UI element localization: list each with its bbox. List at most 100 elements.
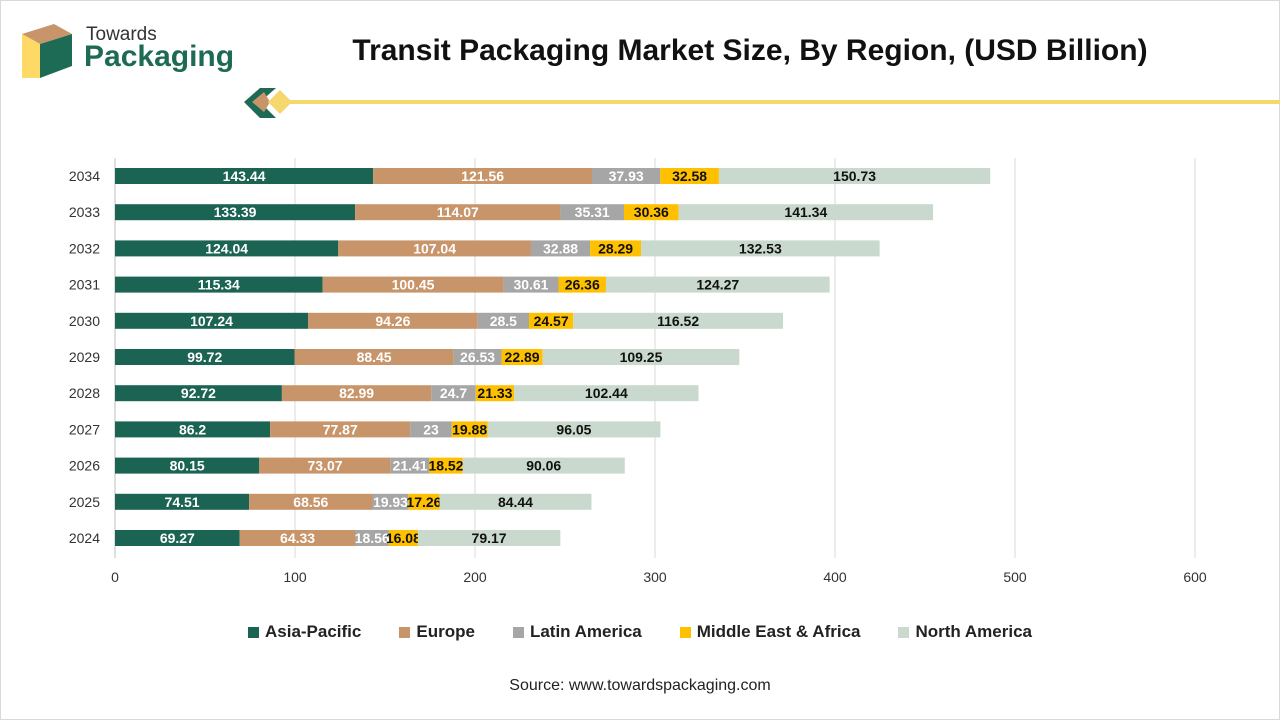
data-label-europe: 68.56 bbox=[293, 494, 328, 510]
bar-segment-europe bbox=[338, 240, 531, 257]
bar-segment-latin-america bbox=[410, 421, 452, 438]
bar-segment-asia-pacific bbox=[115, 349, 295, 365]
x-tick-label: 400 bbox=[823, 569, 847, 585]
bar-segment-latin-america bbox=[592, 168, 661, 184]
data-label-north-america: 132.53 bbox=[739, 240, 782, 256]
data-label-middle-east-africa: 24.57 bbox=[534, 313, 569, 329]
data-label-latin-america: 24.7 bbox=[440, 385, 467, 401]
data-label-middle-east-africa: 18.52 bbox=[428, 458, 463, 474]
data-label-north-america: 124.27 bbox=[696, 277, 739, 293]
legend-item-asia-pacific: Asia-Pacific bbox=[247, 622, 362, 642]
y-tick-label: 2026 bbox=[69, 458, 100, 474]
legend-swatch bbox=[898, 626, 910, 638]
data-label-middle-east-africa: 17.26 bbox=[406, 494, 441, 510]
data-label-europe: 82.99 bbox=[339, 385, 374, 401]
legend-swatch bbox=[512, 626, 524, 638]
brand-logo bbox=[18, 22, 238, 82]
data-label-asia-pacific: 143.44 bbox=[223, 168, 266, 184]
data-label-latin-america: 23 bbox=[423, 421, 439, 437]
legend-label: Middle East & Africa bbox=[696, 622, 861, 641]
data-label-latin-america: 32.88 bbox=[543, 240, 578, 256]
data-label-north-america: 84.44 bbox=[498, 494, 533, 510]
data-label-latin-america: 21.41 bbox=[393, 458, 428, 474]
bar-segment-latin-america bbox=[477, 312, 529, 329]
bar-segment-latin-america bbox=[431, 385, 476, 402]
bar-segment-north-america bbox=[718, 168, 991, 184]
bar-segment-middle-east-africa bbox=[590, 240, 642, 257]
y-tick-label: 2030 bbox=[69, 313, 100, 329]
bar-segment-north-america bbox=[573, 312, 783, 329]
source-text: Source: www.towardspackaging.com bbox=[509, 677, 771, 694]
legend-item-europe: Europe bbox=[399, 622, 475, 642]
bar-segment-europe bbox=[281, 385, 432, 402]
bar-segment-europe bbox=[259, 457, 391, 474]
data-label-asia-pacific: 133.39 bbox=[214, 204, 257, 220]
bar-segment-asia-pacific bbox=[115, 312, 309, 329]
legend-item-north-america: North America bbox=[898, 622, 1032, 642]
bar-segment-north-america bbox=[462, 457, 625, 474]
chart-legend: Asia-Pacific Europe Latin America Middle Ea… bbox=[0, 622, 1280, 642]
data-label-north-america: 102.44 bbox=[585, 385, 628, 401]
box-logo-icon bbox=[22, 24, 72, 78]
data-label-europe: 107.04 bbox=[413, 240, 456, 256]
data-label-north-america: 150.73 bbox=[833, 168, 876, 184]
y-tick-label: 2029 bbox=[69, 349, 100, 365]
bar-segment-europe bbox=[294, 349, 454, 365]
data-label-latin-america: 28.5 bbox=[490, 313, 517, 329]
x-tick-label: 600 bbox=[1183, 569, 1207, 585]
data-label-europe: 64.33 bbox=[280, 530, 315, 546]
bar-segment-north-america bbox=[678, 204, 934, 221]
x-tick-label: 300 bbox=[643, 569, 667, 585]
bar-segment-north-america bbox=[605, 276, 830, 293]
brand-name-line2: Packaging bbox=[84, 40, 235, 73]
y-tick-label: 2028 bbox=[69, 385, 100, 401]
bar-segment-north-america bbox=[439, 493, 592, 510]
data-label-europe: 114.07 bbox=[437, 204, 479, 220]
legend-swatch bbox=[247, 626, 259, 638]
data-label-asia-pacific: 86.2 bbox=[179, 421, 206, 437]
data-label-europe: 73.07 bbox=[308, 458, 343, 474]
data-label-europe: 121.56 bbox=[461, 168, 504, 184]
data-label-asia-pacific: 124.04 bbox=[205, 240, 248, 256]
data-label-europe: 77.87 bbox=[323, 421, 358, 437]
bar-segment-middle-east-africa bbox=[429, 457, 463, 474]
bar-segment-europe bbox=[249, 493, 373, 510]
bar-segment-latin-america bbox=[560, 204, 624, 221]
y-tick-label: 2033 bbox=[69, 204, 100, 220]
data-label-latin-america: 30.61 bbox=[513, 277, 548, 293]
x-tick-label: 0 bbox=[111, 569, 119, 585]
data-label-middle-east-africa: 32.58 bbox=[672, 168, 707, 184]
x-tick-label: 200 bbox=[463, 569, 487, 585]
chart-title: Transit Packaging Market Size, By Region… bbox=[352, 34, 1148, 67]
legend-label: North America bbox=[915, 622, 1032, 641]
bar-segment-middle-east-africa bbox=[623, 204, 679, 221]
data-label-latin-america: 18.56 bbox=[355, 530, 390, 546]
bar-segment-north-america bbox=[417, 530, 561, 546]
bar-segment-europe bbox=[355, 204, 561, 221]
bar-segment-asia-pacific bbox=[115, 204, 356, 221]
data-label-middle-east-africa: 26.36 bbox=[565, 277, 600, 293]
bar-segment-europe bbox=[308, 312, 478, 329]
data-label-north-america: 141.34 bbox=[784, 204, 827, 220]
bar-segment-middle-east-africa bbox=[529, 312, 574, 329]
bar-segment-middle-east-africa bbox=[388, 530, 418, 546]
legend-label: Latin America bbox=[529, 622, 642, 641]
data-label-europe: 94.26 bbox=[375, 313, 410, 329]
bar-segment-asia-pacific bbox=[115, 240, 339, 257]
x-tick-label: 100 bbox=[283, 569, 307, 585]
y-tick-label: 2024 bbox=[69, 530, 100, 546]
bar-segment-asia-pacific bbox=[115, 168, 374, 184]
bar-segment-north-america bbox=[487, 421, 661, 438]
bar-segment-asia-pacific bbox=[115, 385, 282, 402]
bar-segment-north-america bbox=[542, 349, 740, 365]
legend-label: Asia-Pacific bbox=[264, 622, 362, 641]
x-tick-label: 500 bbox=[1003, 569, 1027, 585]
data-label-latin-america: 26.53 bbox=[460, 349, 495, 365]
bar-segment-asia-pacific bbox=[115, 421, 271, 438]
bar-segment-latin-america bbox=[355, 530, 389, 546]
legend-item-middle-east-africa: Middle East & Africa bbox=[679, 622, 861, 642]
data-label-middle-east-africa: 30.36 bbox=[634, 204, 669, 220]
data-label-asia-pacific: 74.51 bbox=[165, 494, 200, 510]
legend-swatch bbox=[679, 626, 691, 638]
y-tick-label: 2027 bbox=[69, 421, 100, 437]
